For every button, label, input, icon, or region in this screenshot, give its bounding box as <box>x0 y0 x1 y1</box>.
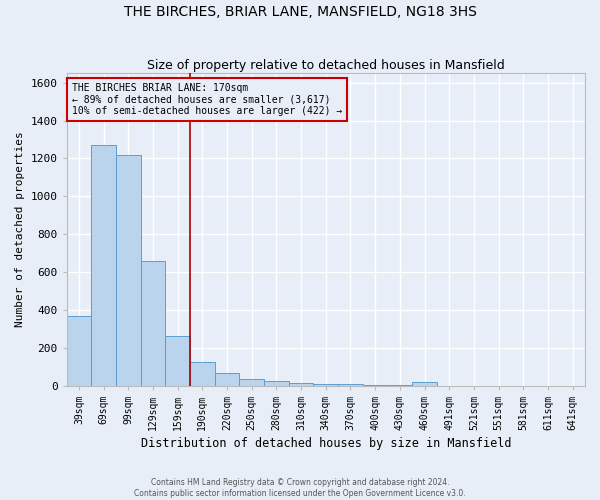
Bar <box>239 379 264 386</box>
Bar <box>412 382 437 386</box>
Bar <box>289 383 313 386</box>
Bar <box>388 385 412 386</box>
Bar <box>190 362 215 386</box>
Bar <box>91 145 116 386</box>
Text: THE BIRCHES, BRIAR LANE, MANSFIELD, NG18 3HS: THE BIRCHES, BRIAR LANE, MANSFIELD, NG18… <box>124 5 476 19</box>
Bar <box>313 384 338 386</box>
Bar <box>116 154 140 386</box>
Text: Contains HM Land Registry data © Crown copyright and database right 2024.
Contai: Contains HM Land Registry data © Crown c… <box>134 478 466 498</box>
Bar <box>140 260 166 386</box>
Bar <box>363 385 388 386</box>
Bar <box>264 381 289 386</box>
Bar <box>166 336 190 386</box>
Bar <box>215 372 239 386</box>
Text: THE BIRCHES BRIAR LANE: 170sqm
← 89% of detached houses are smaller (3,617)
10% : THE BIRCHES BRIAR LANE: 170sqm ← 89% of … <box>72 82 342 116</box>
Bar <box>338 384 363 386</box>
Y-axis label: Number of detached properties: Number of detached properties <box>15 132 25 328</box>
Bar <box>67 316 91 386</box>
Title: Size of property relative to detached houses in Mansfield: Size of property relative to detached ho… <box>147 59 505 72</box>
X-axis label: Distribution of detached houses by size in Mansfield: Distribution of detached houses by size … <box>140 437 511 450</box>
